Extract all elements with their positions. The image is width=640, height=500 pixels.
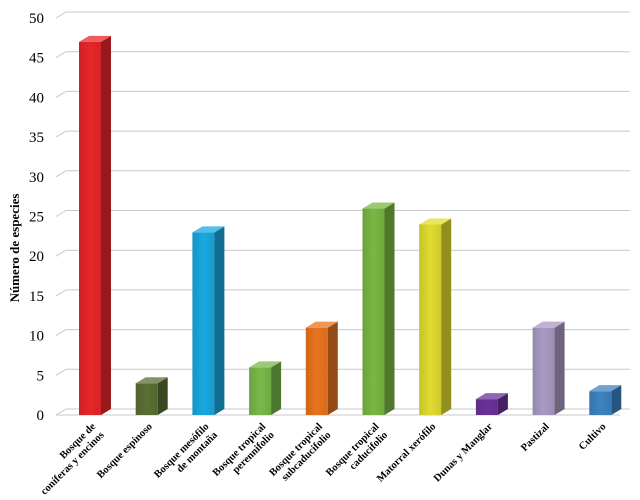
bar	[135, 377, 168, 415]
y-tick-label: 5	[37, 368, 45, 384]
x-tick-label-line: Cultivo	[577, 421, 608, 452]
x-tick-label: Pastizal	[519, 421, 552, 454]
bar	[475, 393, 508, 415]
gridline-depth	[55, 249, 67, 257]
y-tick-label: 0	[37, 408, 45, 424]
x-tick-label-line: Matorral xerófilo	[375, 421, 438, 484]
bar-front	[475, 399, 498, 415]
x-tick-label-line: Bosque espinoso	[95, 421, 155, 481]
bar	[249, 361, 282, 415]
bar-front	[192, 232, 215, 415]
bar-front	[305, 327, 328, 415]
bar-side	[554, 321, 565, 415]
gridline-depth	[55, 130, 67, 138]
bar	[419, 218, 452, 415]
bar-top	[362, 202, 395, 209]
gridline-depth	[55, 289, 67, 297]
bar-top	[79, 35, 111, 42]
bar-top	[589, 385, 622, 392]
bar	[532, 321, 565, 415]
y-tick-label: 30	[29, 170, 44, 186]
bar-side	[101, 35, 111, 415]
bar-top	[135, 377, 168, 384]
gridline-depth	[55, 368, 67, 376]
x-tick-label-line: Dunas y Manglar	[432, 421, 495, 484]
x-tick-label: Matorral xerófilo	[375, 421, 438, 484]
y-tick-label: 50	[29, 11, 44, 27]
bar	[192, 226, 225, 415]
bar-side	[214, 226, 225, 415]
bar-front	[419, 224, 442, 415]
gridline-depth	[55, 408, 67, 416]
y-tick-label: 25	[29, 210, 44, 226]
bar-top	[475, 393, 508, 400]
x-tick-label-line: Pastizal	[519, 421, 552, 454]
gridline-depth	[55, 329, 67, 337]
x-tick-label: Cultivo	[577, 421, 608, 452]
bar-front	[589, 391, 612, 415]
x-tick-label: Dunas y Manglar	[432, 421, 495, 484]
bar	[362, 202, 395, 415]
bar-top	[192, 226, 225, 233]
bar-side	[384, 202, 395, 415]
bar-top	[249, 361, 282, 368]
gridline-depth	[55, 11, 67, 19]
gridlines	[55, 11, 630, 416]
gridline-depth	[55, 90, 67, 98]
bar-side	[327, 321, 338, 415]
bar	[79, 35, 111, 415]
bar-side	[441, 218, 452, 415]
y-tick-label: 20	[29, 249, 44, 265]
bar-front	[79, 41, 101, 415]
x-tick-label: Bosque tropicalperennifolio	[211, 421, 277, 487]
bar-side	[497, 393, 508, 415]
bar-front	[532, 327, 555, 415]
bar-side	[611, 385, 622, 415]
y-axis-label: Número de especies	[7, 194, 22, 303]
gridline-depth	[55, 51, 67, 59]
bar-top	[419, 218, 452, 225]
x-tick-label: Bosque mesófilode montaña	[152, 421, 220, 489]
bar-top	[532, 321, 565, 328]
y-tick-label: 10	[29, 329, 44, 345]
bar-front	[249, 367, 272, 415]
y-axis-ticks: 0 5 10 15 20 25 30 35 40 45 50	[29, 11, 44, 424]
x-tick-label: Bosque deconíferas y encinos	[31, 421, 107, 497]
bar	[305, 321, 338, 415]
bar-side	[271, 361, 282, 415]
gridline-depth	[55, 170, 67, 178]
bar-side	[157, 377, 168, 415]
gridline-depth	[55, 210, 67, 217]
bar-top	[305, 321, 338, 328]
y-tick-label: 35	[29, 130, 44, 146]
bar-front	[135, 383, 158, 415]
x-tick-label: Bosque espinoso	[95, 421, 155, 481]
bar	[589, 385, 622, 415]
x-tick-label: Bosque tropicalsubcaducifolio	[268, 421, 334, 487]
bar-front	[362, 208, 385, 415]
bars	[79, 35, 622, 415]
y-tick-label: 15	[29, 289, 44, 305]
y-tick-label: 45	[29, 51, 44, 67]
y-tick-label: 40	[29, 90, 44, 106]
